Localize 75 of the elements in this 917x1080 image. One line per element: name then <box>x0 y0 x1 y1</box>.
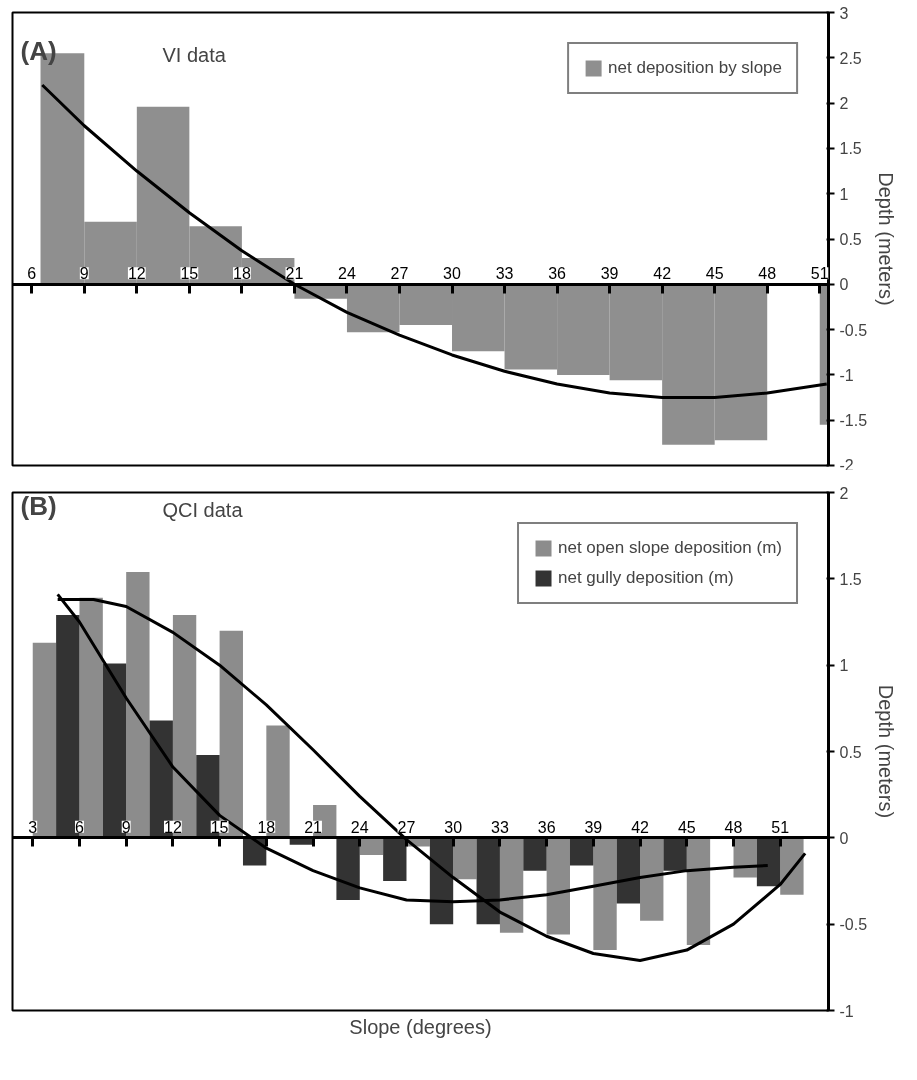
legend-label: net gully deposition (m) <box>558 568 734 588</box>
x-tick-label: 21 <box>285 265 304 283</box>
text: (A) <box>20 35 57 66</box>
bar <box>756 837 781 887</box>
legend-label: net deposition by slope <box>608 58 782 78</box>
x-tick-label: 33 <box>491 818 509 836</box>
chart-subtitle: QCI data <box>162 498 244 521</box>
legend-label: net open slope deposition (m) <box>558 538 782 558</box>
text: VI data <box>162 43 227 66</box>
x-tick-label: 3 <box>28 818 38 836</box>
x-tick-label: 24 <box>350 818 369 836</box>
x-tick-label: 36 <box>548 265 567 283</box>
x-tick-label: 36 <box>537 818 556 836</box>
bar <box>686 837 711 945</box>
x-tick-label: 33 <box>495 265 514 283</box>
y-tick-label: -1 <box>839 1002 854 1020</box>
x-tick-label: 6 <box>75 818 85 836</box>
x-tick-label: 42 <box>631 818 650 836</box>
x-tick-label: 18 <box>257 818 276 836</box>
bar <box>570 837 594 866</box>
x-tick-label: 15 <box>180 265 199 283</box>
y-tick-label: 0.5 <box>839 231 862 248</box>
x-tick-label: 9 <box>121 818 131 836</box>
x-tick-label: 27 <box>397 818 416 836</box>
bar <box>593 837 617 951</box>
bar <box>499 837 524 933</box>
x-tick-label: 21 <box>304 818 323 836</box>
x-tick-label: 18 <box>232 265 251 283</box>
y-tick-label: 2 <box>839 484 849 502</box>
x-tick-label: 24 <box>338 265 356 283</box>
y-tick-label: -0.5 <box>839 916 868 934</box>
x-tick-label: 45 <box>705 265 724 283</box>
bar <box>453 837 477 880</box>
y-tick-label: 1.5 <box>839 140 862 158</box>
bar <box>383 837 407 881</box>
y-tick-label: 1.5 <box>839 570 862 588</box>
y-tick-label: -1.5 <box>839 412 868 430</box>
x-tick-label: 51 <box>810 265 829 283</box>
x-tick-label: 45 <box>677 818 696 836</box>
x-tick-label: 42 <box>653 265 672 283</box>
y-tick-label: 2.5 <box>839 49 862 67</box>
x-tick-label: 48 <box>758 265 777 283</box>
bar <box>616 837 641 904</box>
x-tick-label: 12 <box>164 818 182 836</box>
y-tick-label: 3 <box>839 4 849 22</box>
x-tick-label: 6 <box>27 265 37 283</box>
x-tick-label: 30 <box>443 265 462 283</box>
y-tick-label: 0 <box>839 829 849 847</box>
x-axis-title: Slope (degrees) <box>349 1015 492 1038</box>
y-tick-label: 2 <box>839 95 849 113</box>
x-tick-label: 27 <box>390 265 409 283</box>
chart-title: (B) <box>20 490 57 521</box>
x-tick-label: 39 <box>600 265 619 283</box>
y-axis-title: Depth (meters) <box>875 172 898 306</box>
x-tick-label: 48 <box>724 818 743 836</box>
bar <box>640 837 664 921</box>
bar <box>336 837 360 900</box>
bar <box>780 837 804 895</box>
bar <box>663 837 687 871</box>
y-tick-label: -2 <box>839 456 854 474</box>
y-tick-label: 0.5 <box>839 743 862 761</box>
x-tick-label: 15 <box>210 818 229 836</box>
bar <box>523 837 547 871</box>
y-tick-label: 0 <box>839 276 849 294</box>
y-tick-label: -0.5 <box>839 321 868 339</box>
y-tick-label: 1 <box>839 185 849 203</box>
x-tick-label: 39 <box>584 818 603 836</box>
y-tick-label: -1 <box>839 366 854 384</box>
bar <box>546 837 570 935</box>
y-axis-title: Depth (meters) <box>875 684 898 819</box>
x-tick-label: 51 <box>771 818 790 836</box>
x-tick-label: 12 <box>127 265 146 283</box>
x-tick-label: 30 <box>444 818 463 836</box>
y-tick-label: 1 <box>839 657 849 675</box>
x-tick-label: 9 <box>79 265 89 283</box>
